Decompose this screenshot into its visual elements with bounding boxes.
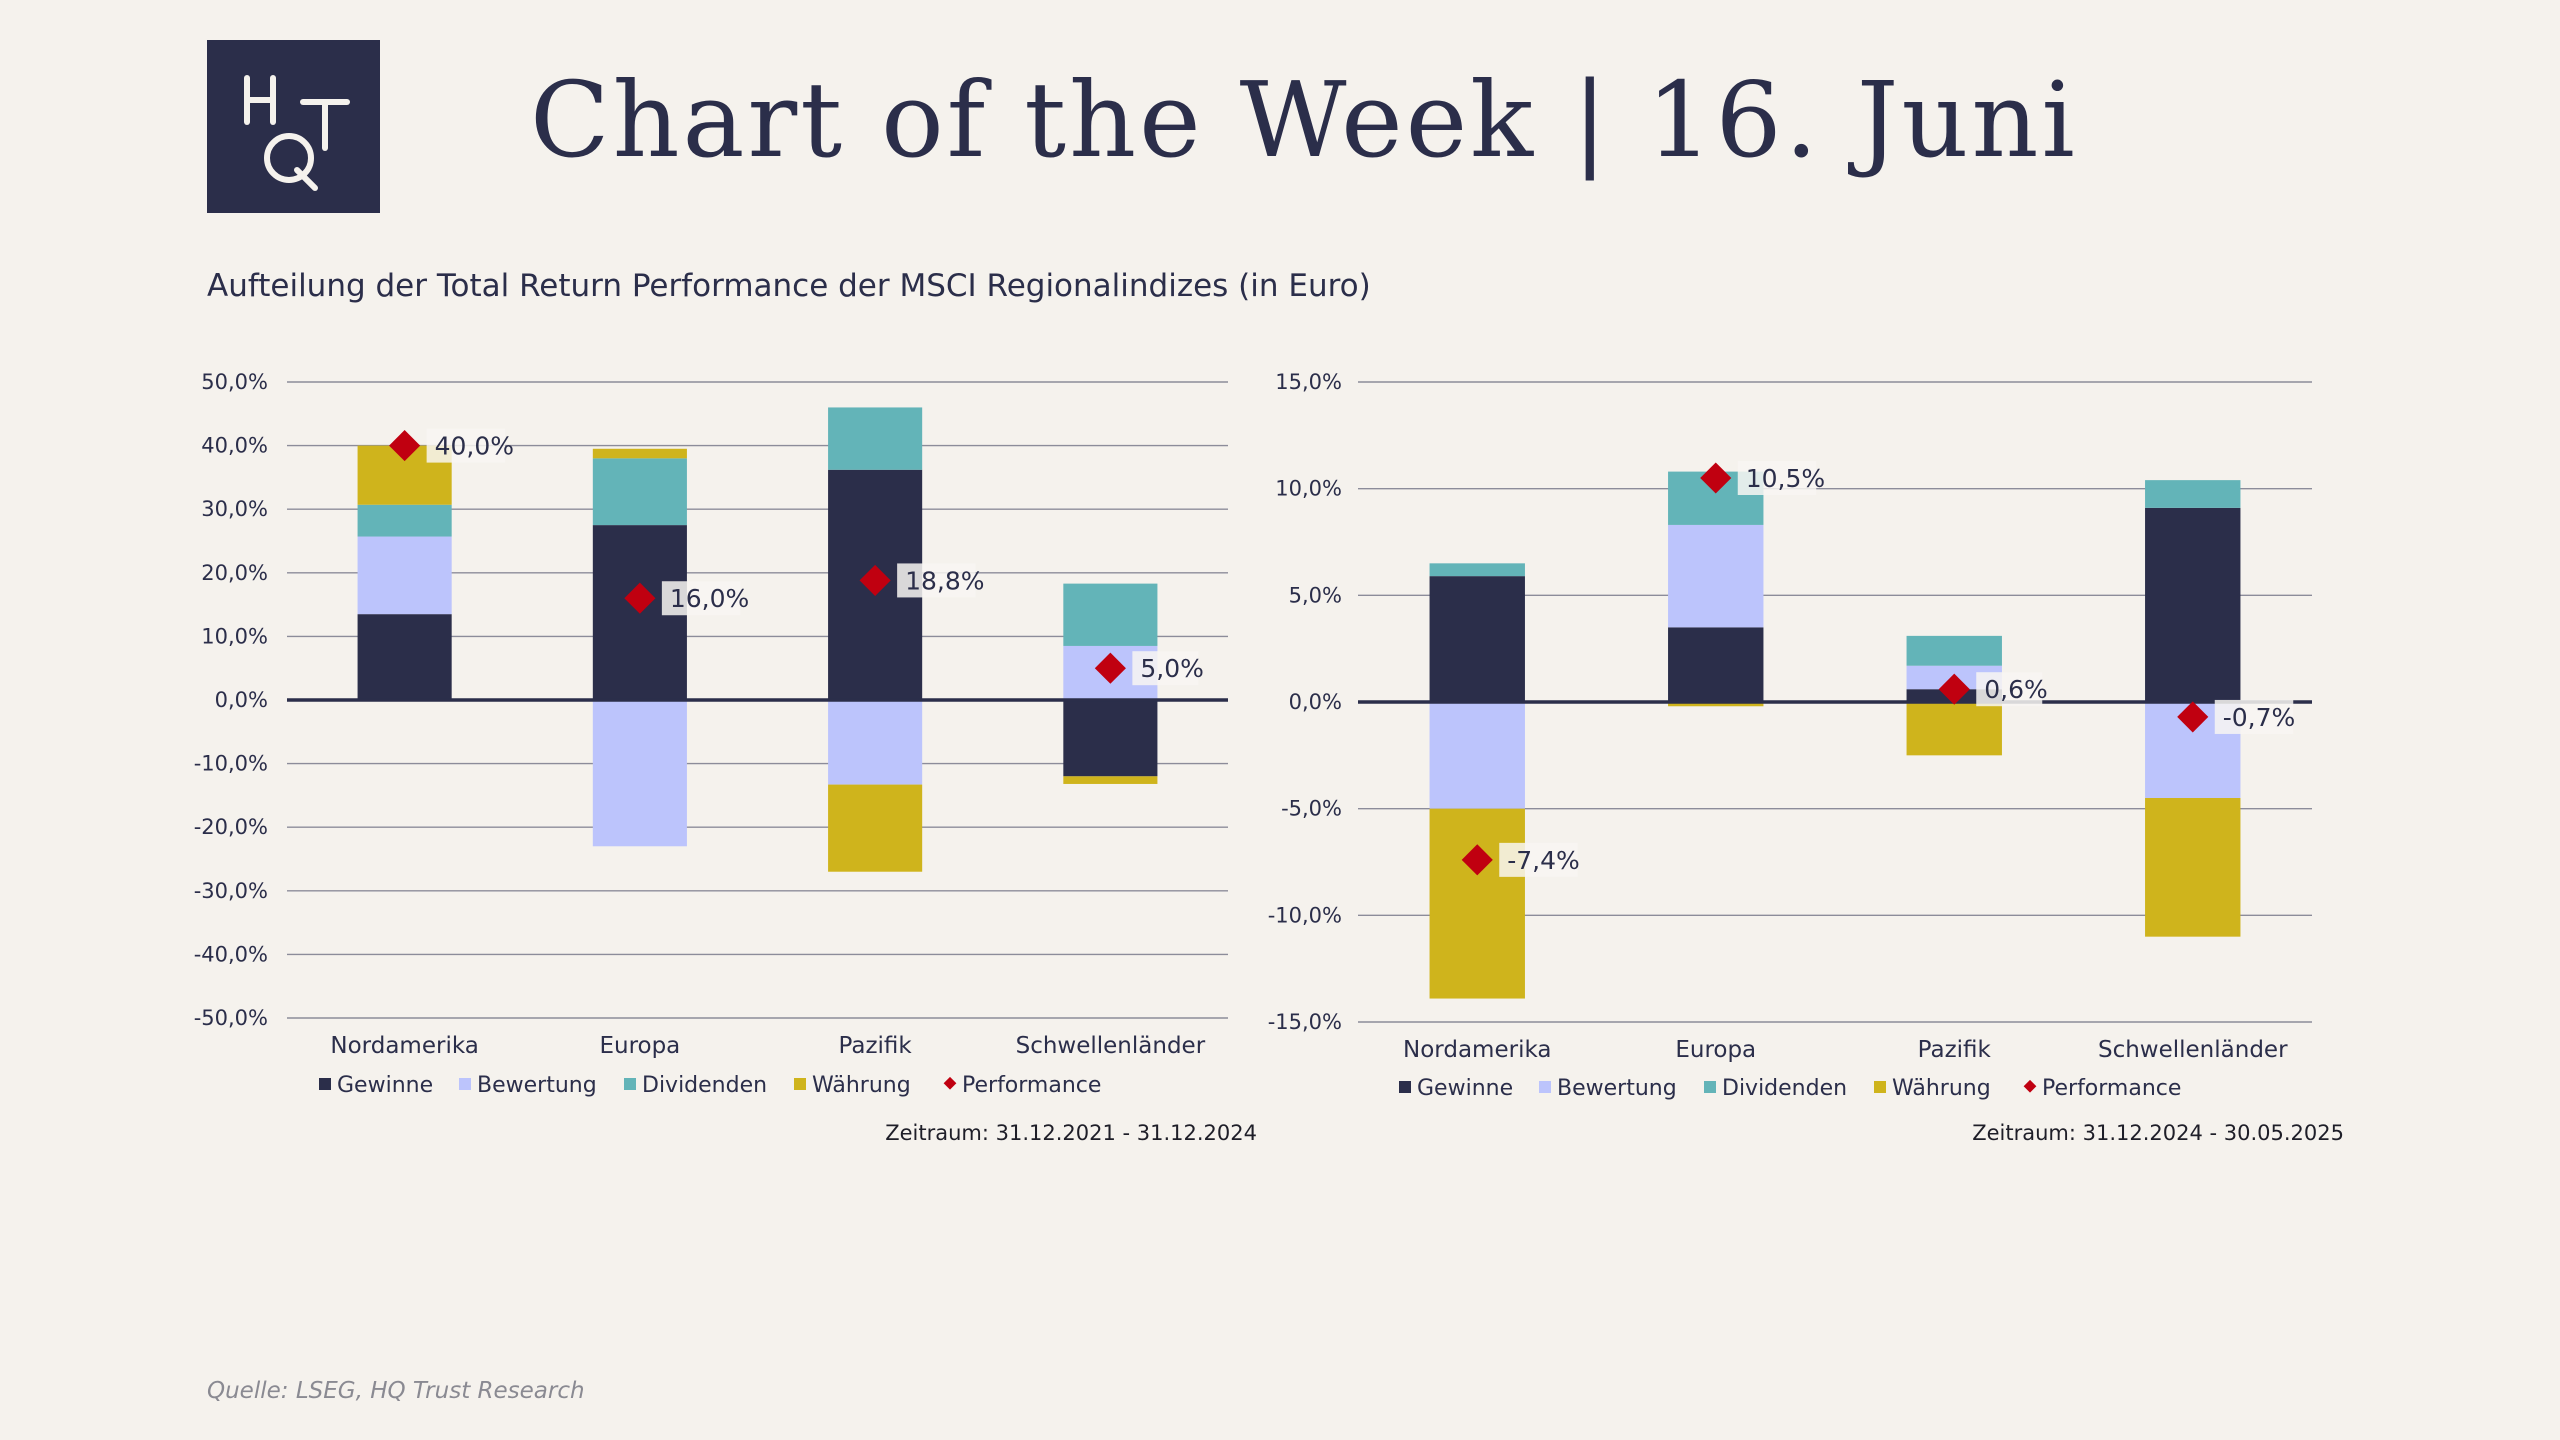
chart-right: 15,0% 10,0% 5,0% 0,0% -5,0% -10,0% -15,0% Norda… <box>1268 370 2344 1145</box>
bar-waehrung-2 <box>1906 702 2002 756</box>
performance-label-bg <box>1976 672 2043 707</box>
bar-dividenden-1 <box>592 458 687 526</box>
legend-swatch-dividenden <box>624 1078 636 1090</box>
bar-dividenden-3 <box>2145 480 2241 508</box>
y-tick-label: 30,0% <box>201 497 268 521</box>
legend-label: Performance <box>962 1073 1101 1098</box>
performance-label: 0,6% <box>1984 675 2048 704</box>
y-tick-label: -10,0% <box>1268 903 1342 927</box>
x-category-label: Pazifik <box>839 1033 913 1059</box>
legend-swatch-performance <box>943 1076 957 1090</box>
performance-label: 5,0% <box>1140 654 1204 683</box>
bar-waehrung-1 <box>1668 702 1764 707</box>
legend-label: Währung <box>1892 1076 1991 1101</box>
source-note: Quelle: LSEG, HQ Trust Research <box>207 1378 585 1404</box>
bar-dividenden-3 <box>1063 583 1158 646</box>
bar-waehrung-2 <box>828 784 923 872</box>
bar-dividenden-0 <box>357 504 452 537</box>
y-tick-label: 50,0% <box>201 370 268 394</box>
hqt-logo <box>207 40 380 213</box>
performance-marker <box>2177 701 2209 733</box>
legend-swatch-gewinne <box>319 1078 331 1090</box>
y-tick-label: -10,0% <box>194 752 268 776</box>
y-tick-label: 40,0% <box>201 434 268 458</box>
y-tick-label: -30,0% <box>194 879 268 903</box>
y-tick-label: -40,0% <box>194 942 268 966</box>
performance-label-bg <box>1132 651 1199 686</box>
performance-marker <box>389 430 421 462</box>
legend-label: Bewertung <box>477 1073 597 1098</box>
legend-swatch-dividenden <box>1704 1081 1716 1093</box>
bar-waehrung-3 <box>2145 798 2241 937</box>
bar-waehrung-3 <box>1063 776 1158 784</box>
legend-label: Gewinne <box>337 1073 433 1098</box>
performance-label-bg <box>897 563 976 598</box>
bar-bewertung-1 <box>592 700 687 847</box>
y-tick-label: 20,0% <box>201 561 268 585</box>
performance-label-bg <box>2214 699 2294 734</box>
bar-waehrung-1 <box>592 448 687 459</box>
period-note: Zeitraum: 31.12.2024 - 30.05.2025 <box>1972 1121 2344 1145</box>
legend-swatch-waehrung <box>794 1078 806 1090</box>
legend-label: Gewinne <box>1417 1076 1513 1101</box>
y-tick-label: 0,0% <box>1289 690 1342 714</box>
bar-waehrung-0 <box>1429 808 1525 999</box>
legend-label: Währung <box>812 1073 911 1098</box>
bar-bewertung-1 <box>1668 524 1764 628</box>
y-tick-label: -20,0% <box>194 815 268 839</box>
legend-label: Bewertung <box>1557 1076 1677 1101</box>
y-tick-label: 15,0% <box>1275 370 1342 394</box>
bar-gewinne-0 <box>357 614 452 700</box>
bar-dividenden-0 <box>1429 563 1525 577</box>
legend-swatch-waehrung <box>1874 1081 1886 1093</box>
legend-label: Dividenden <box>642 1073 767 1098</box>
performance-label: 16,0% <box>670 584 749 613</box>
y-tick-label: 10,0% <box>201 624 268 648</box>
legend-swatch-gewinne <box>1399 1081 1411 1093</box>
bar-gewinne-0 <box>1429 576 1525 702</box>
performance-label: 40,0% <box>435 432 514 461</box>
performance-label-bg <box>426 428 506 463</box>
chart-left: 50,0% 40,0% 30,0% 20,0% 10,0% 0,0% -10,0% -20,0… <box>194 370 1257 1145</box>
y-tick-label: -50,0% <box>194 1006 268 1030</box>
chart-subtitle: Aufteilung der Total Return Performance … <box>207 268 1371 304</box>
y-tick-label: 5,0% <box>1289 583 1342 607</box>
performance-label: -7,4% <box>1507 846 1580 875</box>
performance-label-bg <box>1499 842 1578 877</box>
x-category-label: Nordamerika <box>1403 1037 1551 1063</box>
legend-label: Dividenden <box>1722 1076 1847 1101</box>
x-category-label: Pazifik <box>1918 1037 1992 1063</box>
performance-label-bg <box>661 581 741 616</box>
x-category-label: Schwellenländer <box>1016 1033 1206 1059</box>
bar-gewinne-1 <box>1668 627 1764 702</box>
y-tick-label: 10,0% <box>1275 477 1342 501</box>
period-note: Zeitraum: 31.12.2021 - 31.12.2024 <box>885 1121 1257 1145</box>
bar-dividenden-2 <box>828 407 923 470</box>
bar-dividenden-2 <box>1906 635 2002 666</box>
page-title: Chart of the Week | 16. Juni <box>530 59 2078 181</box>
bar-bewertung-0 <box>357 536 452 615</box>
y-tick-label: 0,0% <box>215 688 268 712</box>
bar-gewinne-3 <box>2145 507 2241 702</box>
bar-bewertung-2 <box>828 700 923 785</box>
performance-label: 18,8% <box>905 566 984 595</box>
x-category-label: Europa <box>1675 1037 1756 1063</box>
x-category-label: Nordamerika <box>330 1033 478 1059</box>
performance-marker <box>1700 462 1732 494</box>
y-tick-label: -15,0% <box>1268 1010 1342 1034</box>
performance-label: -0,7% <box>2223 703 2296 732</box>
hqt-logo-mark <box>244 75 350 191</box>
bar-gewinne-3 <box>1063 700 1158 777</box>
x-category-label: Schwellenländer <box>2098 1037 2288 1063</box>
legend-swatch-bewertung <box>459 1078 471 1090</box>
bar-bewertung-0 <box>1429 702 1525 809</box>
x-category-label: Europa <box>599 1033 680 1059</box>
legend-label: Performance <box>2042 1076 2181 1101</box>
legend-swatch-bewertung <box>1539 1081 1551 1093</box>
legend-swatch-performance <box>2023 1079 2037 1093</box>
performance-label-bg <box>1737 461 1817 495</box>
performance-label: 10,5% <box>1746 464 1825 493</box>
y-tick-label: -5,0% <box>1281 797 1342 821</box>
